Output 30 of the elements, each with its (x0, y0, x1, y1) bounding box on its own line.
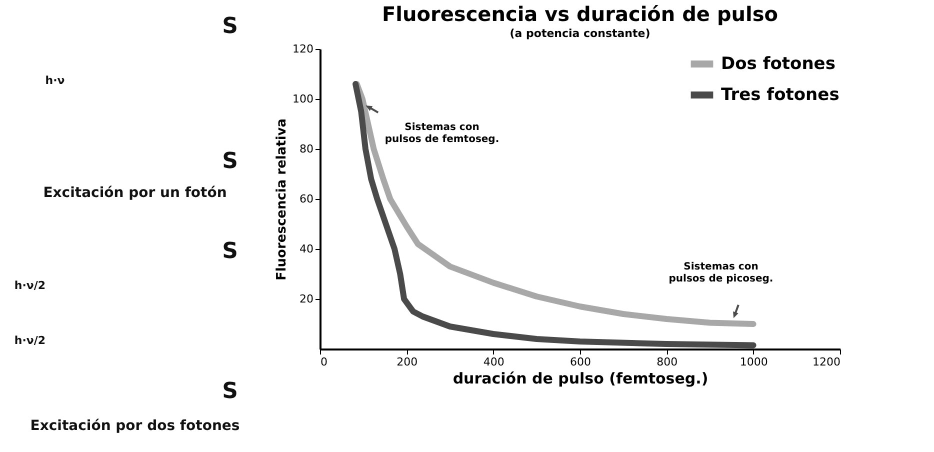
x-tick-label: 1200 (812, 356, 840, 368)
chart-subtitle: (a potencia constante) (510, 27, 650, 40)
x-tick-label: 200 (396, 356, 418, 368)
x-tick-label: 800 (656, 356, 678, 368)
text: h·ν/2 (14, 334, 46, 347)
x-tick-label: 1000 (740, 356, 768, 368)
y-tick-label: 40 (300, 242, 314, 256)
x-tick-label: 0 (320, 356, 328, 368)
annotation: Sistemas con pulsos de femtoseg. (384, 122, 500, 145)
x-axis-title: duración de pulso (femtoseg.) (452, 370, 708, 388)
y-tick-label: 100 (292, 92, 314, 106)
annotation: Sistemas con pulsos de picoseg. (668, 262, 774, 284)
text: S (222, 239, 238, 264)
text: Excitación por dos fotones (30, 418, 240, 434)
text: S (222, 379, 238, 404)
text: S (222, 14, 238, 39)
legend-label: Dos fotones (721, 54, 836, 74)
y-tick-label: 80 (300, 142, 314, 156)
text: Excitación por un fotón (43, 185, 227, 201)
y-axis-title: Fluorescencia relativa (274, 118, 290, 281)
x-tick-label: 400 (483, 356, 504, 368)
y-tick-label: 20 (300, 292, 314, 306)
chart-title: Fluorescencia vs duración de pulso (382, 2, 778, 26)
text: h·ν/2 (14, 279, 46, 292)
y-tick-label: 60 (300, 192, 314, 206)
x-tick-label: 600 (570, 356, 591, 368)
y-tick-label: 120 (292, 42, 314, 56)
text: S (222, 149, 238, 174)
text: h·ν (45, 74, 65, 87)
legend-label: Tres fotones (721, 85, 840, 105)
